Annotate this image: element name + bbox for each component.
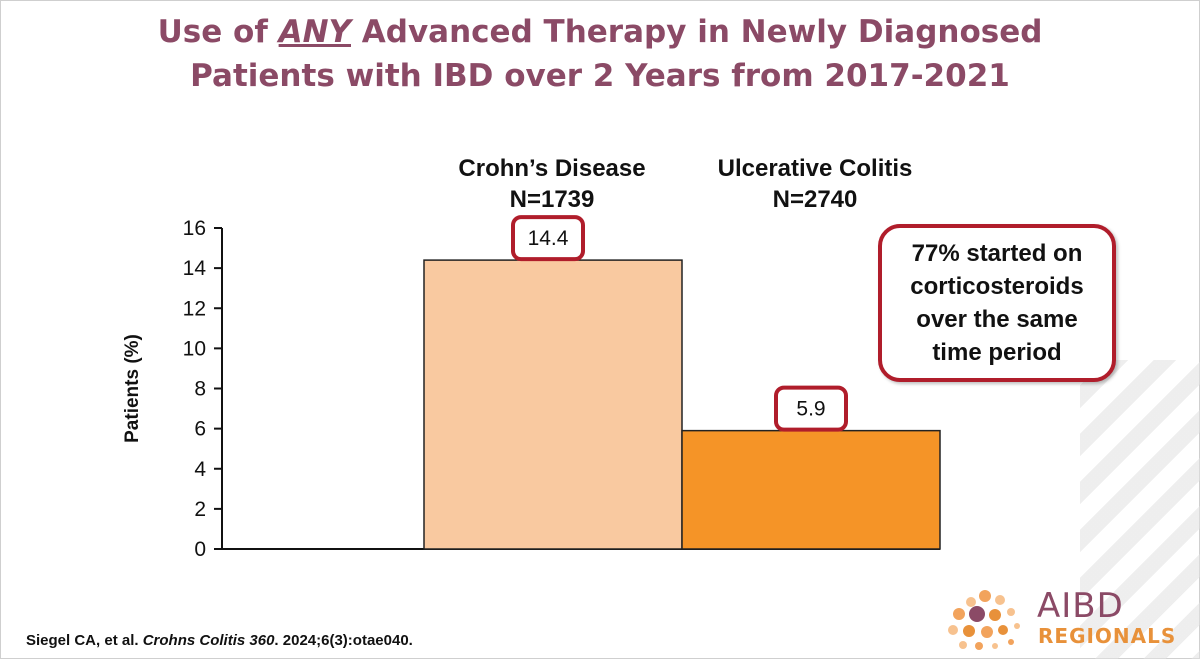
- callout-text: 77% started on corticosteroids over the …: [910, 240, 1084, 366]
- value-label-box: [511, 215, 585, 262]
- title-line-1-pre: Use of: [157, 14, 279, 50]
- category-label: Ulcerative Colitis: [718, 155, 913, 182]
- corticosteroid-callout: 77% started on corticosteroids over the …: [878, 224, 1116, 382]
- category-n-label: N=1739: [510, 186, 595, 213]
- title-line-2: Patients with IBD over 2 Years from 2017…: [190, 58, 1010, 94]
- citation-authors: Siegel CA, et al.: [26, 632, 143, 649]
- y-tick-label: 10: [183, 337, 206, 360]
- aibd-regionals-logo: AIBD REGIONALS: [945, 588, 1190, 650]
- title-line-1: Use of ANY Advanced Therapy in Newly Dia…: [0, 10, 1200, 54]
- y-tick-label: 14: [183, 257, 207, 280]
- y-tick-label: 2: [194, 498, 206, 521]
- slide-title: Use of ANY Advanced Therapy in Newly Dia…: [0, 10, 1200, 98]
- title-emphasis: ANY: [278, 14, 351, 50]
- category-n-label: N=2740: [773, 186, 858, 213]
- y-tick-label: 8: [194, 378, 206, 401]
- logo-aibd-text: AIBD: [1037, 586, 1124, 626]
- value-label-box: [774, 385, 848, 432]
- y-tick-label: 4: [194, 458, 206, 481]
- y-tick-label: 16: [183, 217, 206, 240]
- value-label: 5.9: [796, 398, 825, 421]
- citation-details: . 2024;6(3):otae040.: [274, 632, 413, 649]
- bar-ulcerative-colitis: [681, 429, 941, 550]
- decorative-stripes: [1080, 360, 1200, 659]
- y-tick-label: 0: [194, 538, 206, 561]
- dots-logo-icon: [948, 590, 1020, 650]
- title-line-1-post: Advanced Therapy in Newly Diagnosed: [351, 14, 1043, 50]
- y-tick-label: 12: [183, 297, 206, 320]
- value-label: 14.4: [528, 227, 569, 250]
- citation-journal: Crohns Colitis 360: [142, 632, 275, 649]
- y-axis-label: Patients (%): [122, 334, 143, 443]
- bar-crohns-disease: [423, 259, 683, 550]
- citation: Siegel CA, et al. Crohns Colitis 360. 20…: [26, 632, 413, 649]
- logo-regionals-text: REGIONALS: [1038, 624, 1177, 648]
- y-tick-label: 6: [194, 418, 206, 441]
- category-label: Crohn’s Disease: [458, 155, 645, 182]
